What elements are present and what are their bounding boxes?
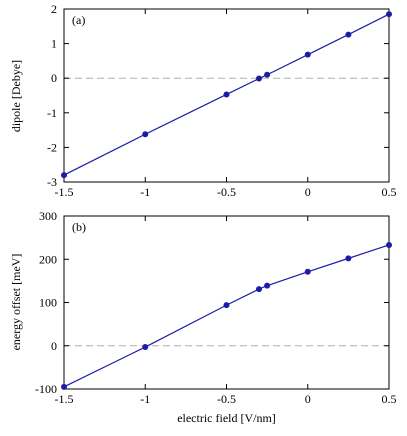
- y-axis-title: dipole [Debye]: [9, 60, 23, 132]
- x-tick-label: -1.5: [55, 392, 74, 406]
- data-point: [264, 71, 271, 78]
- x-tick-label: -1: [140, 392, 150, 406]
- y-tick-label: -1: [47, 106, 57, 120]
- x-tick-label: -0.5: [217, 392, 236, 406]
- x-axis-title: electric field [V/nm]: [177, 411, 276, 425]
- data-point: [223, 91, 230, 98]
- y-tick-label: 200: [39, 252, 57, 266]
- data-point: [61, 172, 67, 179]
- y-tick-label: -3: [47, 175, 57, 189]
- y-axis-title: energy offset [meV]: [9, 254, 23, 351]
- data-point: [256, 286, 262, 293]
- y-tick-label: 100: [39, 296, 57, 310]
- data-point: [386, 241, 392, 248]
- series-line: [63, 244, 390, 388]
- data-point: [61, 383, 67, 390]
- y-tick-label: 0: [51, 71, 57, 85]
- y-tick-label: 1: [51, 37, 57, 51]
- x-tick-label: 0.5: [382, 185, 397, 199]
- data-point: [304, 51, 311, 58]
- panel-b: -1.5 -1 -0.5 0 0.5 -100 0 100 200 300 energy offse…: [9, 209, 397, 425]
- data-point: [345, 31, 352, 38]
- data-point: [256, 75, 262, 82]
- data-point: [264, 282, 271, 289]
- x-tick-label: -1.5: [55, 185, 74, 199]
- x-tick-label: -0.5: [217, 185, 236, 199]
- data-point: [386, 11, 392, 18]
- data-point: [142, 344, 149, 351]
- y-tick-label: 300: [39, 209, 57, 223]
- data-point: [345, 255, 352, 262]
- panel-label: (b): [72, 220, 86, 234]
- y-tick-label: 2: [51, 2, 57, 16]
- series-line: [63, 13, 390, 176]
- panel-label: (a): [72, 13, 85, 27]
- x-tick-label: -1: [140, 185, 150, 199]
- y-tick-label: -2: [47, 140, 57, 154]
- data-point: [304, 268, 311, 275]
- panel-a: -1.5 -1 -0.5 0 0.5 -3 -2 -1 0 1 2 dipole [Debye] (a): [9, 2, 397, 199]
- x-tick-label: 0: [305, 185, 311, 199]
- data-point: [142, 131, 149, 138]
- x-tick-label: 0.5: [382, 392, 397, 406]
- y-tick-label: 0: [51, 339, 57, 353]
- data-point: [223, 302, 230, 309]
- x-tick-label: 0: [305, 392, 311, 406]
- y-tick-label: -100: [35, 382, 57, 396]
